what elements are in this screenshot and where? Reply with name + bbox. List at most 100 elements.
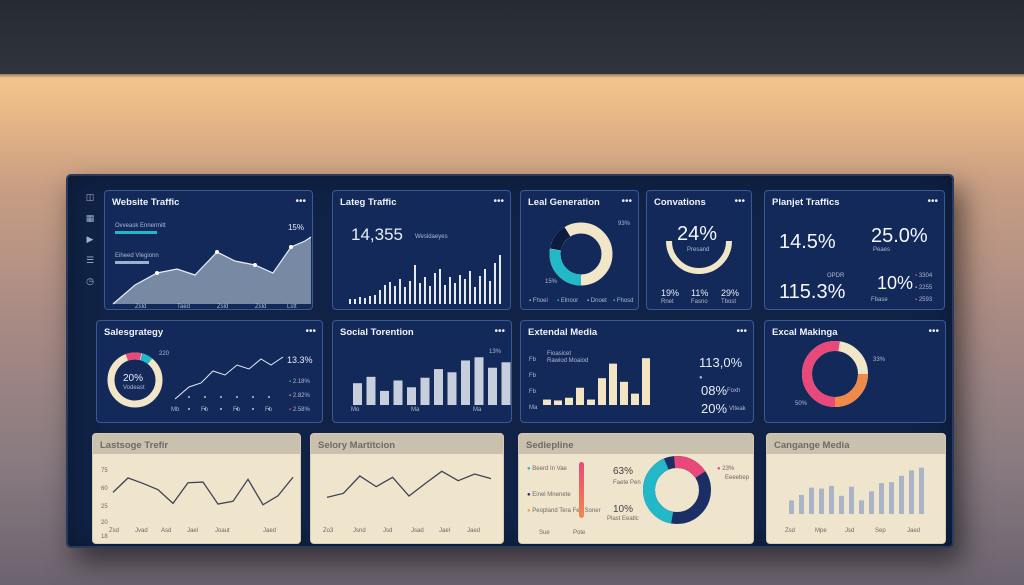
panel-title: Lastsoge Trefir <box>100 440 169 451</box>
panel-title: Salesgrategy <box>104 327 164 338</box>
social-bar <box>461 360 470 405</box>
x-tick: Ma <box>411 407 420 413</box>
social-bar <box>380 390 389 405</box>
legend-item: ▪ Elnoor <box>557 298 579 304</box>
x-tick: Zsld <box>217 304 229 310</box>
project-metric: 14.5% <box>779 231 836 253</box>
bar <box>439 269 441 304</box>
y-tick: Fb <box>529 373 537 379</box>
media-bar <box>631 393 639 405</box>
panel-title: Lateg Traffic <box>340 197 397 208</box>
bar <box>449 277 451 304</box>
strategy-legend: ▪ 2.82% <box>289 393 310 399</box>
panel-title: Sediepline <box>526 440 574 451</box>
dot <box>236 396 238 398</box>
bar-series <box>349 255 501 304</box>
dot <box>252 408 254 410</box>
more-options-icon[interactable]: ••• <box>493 196 504 207</box>
donut-sub: Vodeast <box>123 385 145 391</box>
conversion-sub: Presand <box>687 247 710 253</box>
media-bar <box>565 397 573 405</box>
x-tick: Fb <box>233 407 241 413</box>
social-bar <box>420 377 430 405</box>
play-icon[interactable]: ▶ <box>86 234 94 244</box>
panel-website-traffic: Website Traffic ••• Ovveask Ennermitt Ei… <box>104 190 313 310</box>
panel-project-traffics: Planjet Traffics ••• 14.5% 25.0% Peaes O… <box>764 190 945 310</box>
bar <box>349 299 351 304</box>
panel-title: Social Torention <box>340 327 414 338</box>
bar <box>464 279 466 304</box>
bar <box>434 273 436 304</box>
lead-donut <box>549 222 613 286</box>
traffic-area <box>113 237 311 304</box>
campaign-bar-chart <box>789 467 924 514</box>
x-tick: Zsd <box>785 528 796 534</box>
salesline-right: ● 23% <box>717 466 735 472</box>
layers-icon[interactable]: ◫ <box>85 192 95 202</box>
panel-external-media: Extendal Media ••• Fioasicet Rawiod Moai… <box>520 320 754 423</box>
bar <box>409 281 411 304</box>
campaign-bar <box>859 500 864 514</box>
panel-sales-marketing: Selory Martitcion Zo3 Jsnd Jsd Jsad Jael… <box>310 433 504 544</box>
panel-title: Leal Generation <box>528 197 600 208</box>
dashboard-screen: ◫ ▦ ▶ ☰ ◷ Website Traffic ••• Ovveask En… <box>66 174 954 548</box>
salesline-stat: 10% <box>613 504 634 515</box>
donut-segment-teal <box>549 222 613 286</box>
campaign-bar <box>819 488 824 514</box>
media-note: Fioasicet Rawiod Moaiod <box>547 351 589 364</box>
y-tick: Fb <box>529 357 537 363</box>
panel-lead-generation: Leal Generation ••• 93% 15% ▪ Fhoel ▪ El… <box>520 190 639 310</box>
more-options-icon[interactable]: ••• <box>295 196 306 207</box>
y-tick: Fb <box>529 389 537 395</box>
social-bar <box>393 380 403 405</box>
salesgrategy-charts <box>107 352 284 410</box>
x-tick: Mpe <box>815 528 827 534</box>
bar <box>469 271 471 304</box>
donut-segment-pink <box>802 341 868 407</box>
project-metric-label: Peaes <box>873 247 891 253</box>
dot <box>268 396 270 398</box>
x-tick: Sue <box>539 530 550 536</box>
traffic-point <box>289 245 293 249</box>
social-bar <box>407 387 416 405</box>
more-options-icon[interactable]: ••• <box>736 326 747 337</box>
more-options-icon[interactable]: ••• <box>621 196 632 207</box>
clock-icon[interactable]: ◷ <box>86 276 94 286</box>
salesline-stat: 63% <box>613 466 634 477</box>
marketing-value: 50% <box>795 401 808 407</box>
dot <box>220 396 222 398</box>
more-options-icon[interactable]: ••• <box>734 196 745 207</box>
media-bar <box>620 381 628 405</box>
website-traffic-chart <box>112 236 312 305</box>
more-options-icon[interactable]: ••• <box>927 196 938 207</box>
x-tick: Jaed <box>263 528 277 534</box>
bar <box>499 255 501 304</box>
social-bar <box>474 357 484 405</box>
panel-excel-marketing: Excal Makinga ••• 33% 50% <box>764 320 946 423</box>
dot <box>268 408 270 410</box>
campaign-bar <box>889 482 894 514</box>
campaign-bar <box>809 487 814 514</box>
more-options-icon[interactable]: ••• <box>928 326 939 337</box>
y-tick: Ma <box>529 405 538 411</box>
bar <box>444 285 446 304</box>
salesline-stat-label: Faete Pen <box>613 480 641 486</box>
salesline-donut <box>643 456 711 524</box>
x-tick: Joaut <box>215 528 230 534</box>
more-options-icon[interactable]: ••• <box>305 326 316 337</box>
x-tick: Fb <box>265 407 273 413</box>
y-tick: 18 <box>101 534 108 540</box>
grid-icon[interactable]: ▦ <box>85 213 95 223</box>
x-tick: Jvad <box>135 528 148 534</box>
bar <box>429 286 431 304</box>
traffic-total: 14,355 <box>351 225 403 244</box>
more-options-icon[interactable]: ••• <box>494 326 505 337</box>
x-tick: Sep <box>875 528 886 534</box>
file-icon[interactable]: ☰ <box>85 255 95 265</box>
social-bar <box>366 376 376 405</box>
donut-value: 20% <box>123 373 144 384</box>
x-tick: Jael <box>439 528 451 534</box>
marketing-value: 33% <box>873 357 886 363</box>
conversion-stat-label: Tbost <box>721 299 737 305</box>
salesline-legend: ● Einel Mnenete <box>527 492 571 498</box>
